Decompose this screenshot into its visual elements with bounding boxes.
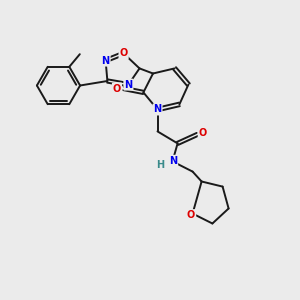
Text: N: N [169, 156, 177, 166]
Text: H: H [156, 160, 164, 170]
Text: O: O [113, 83, 121, 94]
Text: N: N [153, 104, 162, 115]
Text: N: N [124, 80, 133, 90]
Text: O: O [187, 210, 195, 220]
Text: O: O [119, 48, 128, 59]
Text: N: N [101, 56, 110, 66]
Text: O: O [199, 128, 207, 138]
